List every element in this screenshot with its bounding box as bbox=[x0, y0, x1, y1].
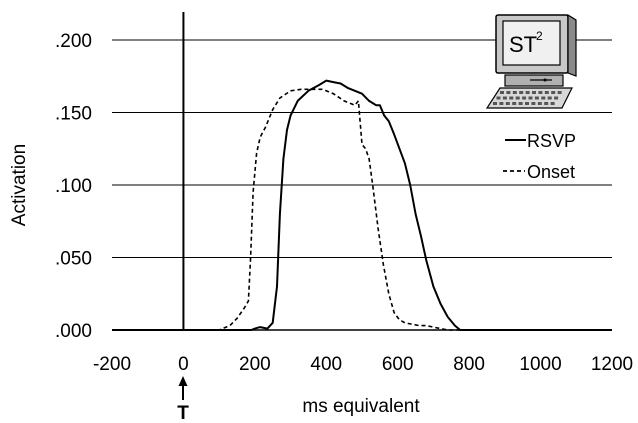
x-tick-labels: -200 0 200 400 600 800 1000 1200 bbox=[93, 354, 633, 375]
key-icon bbox=[534, 96, 539, 100]
key-icon bbox=[550, 102, 555, 105]
y-tick-label: .150 bbox=[55, 104, 92, 125]
key-icon bbox=[500, 91, 504, 94]
y-tick-label: .200 bbox=[55, 31, 92, 52]
legend-item-rsvp: RSVP bbox=[505, 131, 576, 151]
logo-superscript: 2 bbox=[536, 29, 543, 43]
key-icon bbox=[544, 102, 549, 105]
target-marker: T bbox=[177, 376, 189, 423]
legend-item-onset: Onset bbox=[503, 162, 575, 182]
key-icon bbox=[541, 96, 546, 100]
key-icon bbox=[531, 102, 536, 105]
computer-logo-icon: ST 2 bbox=[485, 13, 577, 109]
key-icon bbox=[538, 91, 543, 94]
x-tick-label: 600 bbox=[382, 354, 414, 375]
key-icon bbox=[528, 96, 533, 100]
legend-label-rsvp: RSVP bbox=[527, 131, 576, 151]
key-icon bbox=[499, 102, 504, 105]
key-icon bbox=[525, 102, 529, 105]
key-icon bbox=[493, 102, 497, 105]
key-icon bbox=[512, 91, 517, 94]
x-tick-label: 0 bbox=[178, 354, 189, 375]
key-icon bbox=[515, 96, 520, 100]
key-icon bbox=[557, 91, 562, 94]
y-tick-label: .000 bbox=[55, 321, 92, 342]
key-icon bbox=[525, 91, 530, 94]
key-icon bbox=[496, 96, 501, 100]
power-light bbox=[543, 78, 547, 82]
series-layer bbox=[112, 79, 612, 331]
legend: RSVP Onset bbox=[503, 131, 576, 182]
monitor-side bbox=[567, 13, 577, 77]
key-icon bbox=[554, 96, 559, 100]
logo-text: ST bbox=[509, 32, 537, 57]
monitor-screen bbox=[502, 20, 561, 66]
y-tick-label: .100 bbox=[55, 176, 92, 197]
series-line-rsvp bbox=[112, 79, 612, 331]
axes bbox=[112, 12, 612, 331]
x-axis-title: ms equivalent bbox=[302, 396, 420, 417]
legend-label-onset: Onset bbox=[527, 162, 575, 182]
key-icon bbox=[506, 91, 511, 94]
y-tick-labels: .000 .050 .100 .150 .200 bbox=[55, 31, 92, 342]
key-icon bbox=[502, 96, 507, 100]
y-axis-title: Activation bbox=[9, 144, 30, 226]
key-icon bbox=[544, 91, 549, 94]
key-icon bbox=[551, 91, 556, 94]
x-tick-label: 1000 bbox=[519, 354, 561, 375]
key-icon bbox=[519, 91, 524, 94]
key-icon bbox=[512, 102, 517, 105]
key-icon bbox=[522, 96, 527, 100]
series-line-onset bbox=[112, 88, 612, 331]
target-arrow-head bbox=[178, 376, 188, 386]
x-tick-label: 200 bbox=[239, 354, 271, 375]
key-icon bbox=[547, 96, 552, 100]
x-tick-label: 800 bbox=[453, 354, 485, 375]
x-tick-label: -200 bbox=[93, 354, 131, 375]
x-tick-label: 400 bbox=[310, 354, 342, 375]
keyboard-keys bbox=[493, 91, 562, 105]
y-tick-label: .050 bbox=[55, 249, 92, 270]
key-icon bbox=[537, 102, 542, 105]
target-label: T bbox=[177, 403, 189, 423]
key-icon bbox=[509, 96, 514, 100]
x-tick-label: 1200 bbox=[591, 354, 633, 375]
key-icon bbox=[505, 102, 510, 105]
key-icon bbox=[532, 91, 536, 94]
key-icon bbox=[518, 102, 523, 105]
